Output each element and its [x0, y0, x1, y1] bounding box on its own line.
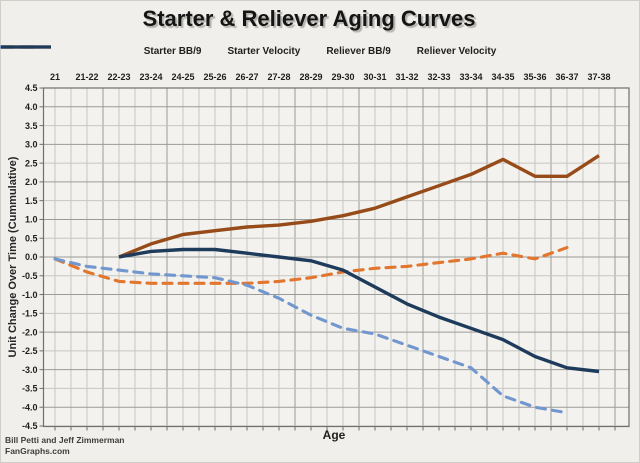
y-tick-label: -4.0	[22, 402, 38, 412]
x-tick-label: 23-24	[139, 72, 162, 82]
x-tick-label: 36-37	[555, 72, 578, 82]
y-tick-label: -1.0	[22, 290, 38, 300]
x-tick-label: 21	[50, 72, 60, 82]
x-tick-label: 37-38	[587, 72, 610, 82]
legend-item-reliever-velocity: Reliever Velocity	[1, 45, 497, 57]
x-tick-label: 29-30	[331, 72, 354, 82]
footer-authors: Bill Petti and Jeff Zimmerman	[5, 435, 125, 445]
x-tick-label: 22-23	[107, 72, 130, 82]
x-axis-title: Age	[322, 428, 346, 442]
y-tick-label: -4.5	[22, 421, 38, 431]
y-tick-label: 1.5	[25, 196, 38, 206]
y-tick-label: -1.5	[22, 309, 38, 319]
footer-site: FanGraphs.com	[5, 446, 70, 456]
legend: Starter BB/9 Starter Velocity Reliever BB/…	[0, 43, 640, 59]
y-tick-label: 4.0	[25, 102, 38, 112]
legend-label-starter-bb9: Starter BB/9	[143, 45, 202, 57]
y-tick-label: 2.0	[25, 177, 38, 187]
x-tick-label: 21-22	[75, 72, 98, 82]
x-tick-label: 35-36	[523, 72, 546, 82]
y-tick-label: 3.5	[25, 121, 38, 131]
x-tick-label: 30-31	[363, 72, 386, 82]
y-tick-label: 0.5	[25, 233, 38, 243]
y-tick-label: -3.0	[22, 365, 38, 375]
y-tick-label: 2.5	[25, 158, 38, 168]
y-tick-label: 1.0	[25, 215, 38, 225]
legend-label-reliever-bb9: Reliever BB/9	[326, 45, 391, 57]
series-starter-velocity-line	[53, 257, 569, 415]
y-tick-label: 0.0	[25, 252, 38, 262]
legend-label-reliever-velocity: Reliever Velocity	[416, 45, 497, 57]
y-axis-tick-labels: 4.5 4.0 3.5 3.0 2.5 2.0 1.5 1.0 0.5 0.0 -0.5 -1.0 -1…	[22, 83, 38, 431]
y-axis-title: Unit Change Over Time (Cummulative)	[7, 156, 19, 358]
legend-swatch-reliever-velocity	[1, 45, 51, 49]
x-tick-label: 24-25	[171, 72, 194, 82]
x-tick-label: 27-28	[267, 72, 290, 82]
legend-item-starter-velocity: Starter Velocity	[0, 45, 301, 57]
axis-ticks	[39, 87, 616, 431]
x-tick-label: 28-29	[299, 72, 322, 82]
series-reliever-bb9-line	[118, 154, 600, 259]
y-tick-label: 4.5	[25, 83, 38, 93]
y-tick-label: -0.5	[22, 271, 38, 281]
x-tick-label: 32-33	[427, 72, 450, 82]
series-reliever-velocity-line	[118, 247, 600, 374]
x-tick-label: 34-35	[491, 72, 514, 82]
x-tick-label: 25-26	[203, 72, 226, 82]
x-tick-label: 26-27	[235, 72, 258, 82]
series-starter-bb9-line	[53, 246, 569, 285]
x-tick-label: 33-34	[459, 72, 482, 82]
chart-title: Starter & Reliever Aging Curves	[142, 6, 476, 31]
y-tick-label: -3.5	[22, 384, 38, 394]
x-axis-tick-labels: 21 21-22 22-23 23-24 24-25 25-26 26-27 27-28 28-…	[50, 72, 611, 82]
x-tick-label: 31-32	[395, 72, 418, 82]
legend-item-starter-bb9: Starter BB/9	[0, 45, 202, 57]
footer-credit: Bill Petti and Jeff Zimmerman FanGraphs.…	[5, 435, 125, 457]
y-tick-label: 3.0	[25, 140, 38, 150]
legend-item-reliever-bb9: Reliever BB/9	[1, 45, 391, 57]
plot-border	[42, 87, 630, 428]
y-tick-label: -2.0	[22, 327, 38, 337]
legend-label-starter-velocity: Starter Velocity	[227, 45, 301, 57]
y-tick-label: -2.5	[22, 346, 38, 356]
